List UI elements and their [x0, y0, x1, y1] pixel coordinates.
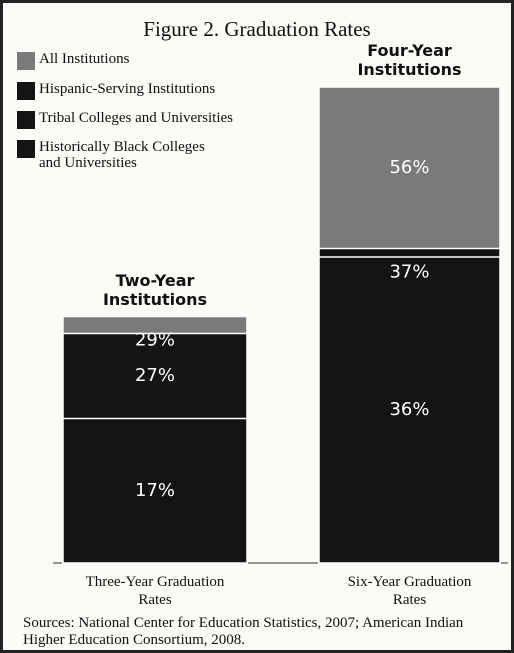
group-heading: Two-Year Institutions	[102, 270, 208, 309]
legend-swatch	[17, 82, 35, 100]
source: Sources: National Center for Education S…	[23, 615, 464, 648]
x-tick-label: Six-Year Graduation Rates	[347, 574, 472, 608]
chart-svg: Figure 2. Graduation Rates 29% 27% 17% 56% 3…	[17, 17, 508, 564]
bar	[318, 256, 501, 564]
value-label: 56%	[389, 157, 429, 178]
legend-label: Tribal Colleges and Universities	[39, 110, 234, 126]
legend-swatch	[17, 140, 35, 158]
value-label: 36%	[389, 399, 429, 420]
value-label: 27%	[135, 365, 175, 386]
legend-swatch	[17, 52, 35, 70]
value-label: 29%	[135, 330, 175, 351]
legend-label: Historically Black Colleges and Universi…	[39, 139, 205, 171]
value-label: 17%	[135, 480, 175, 501]
legend-label: Hispanic-Serving Institutions	[39, 81, 216, 97]
legend-label: All Institutions	[39, 51, 130, 67]
group-heading: Four-Year Institutions	[357, 41, 462, 79]
chart-title: Figure 2. Graduation Rates	[143, 17, 370, 41]
value-label: 37%	[389, 262, 429, 283]
legend-swatch	[17, 111, 35, 129]
x-tick-label: Three-Year Graduation Rates	[85, 574, 225, 608]
bar	[62, 417, 248, 564]
